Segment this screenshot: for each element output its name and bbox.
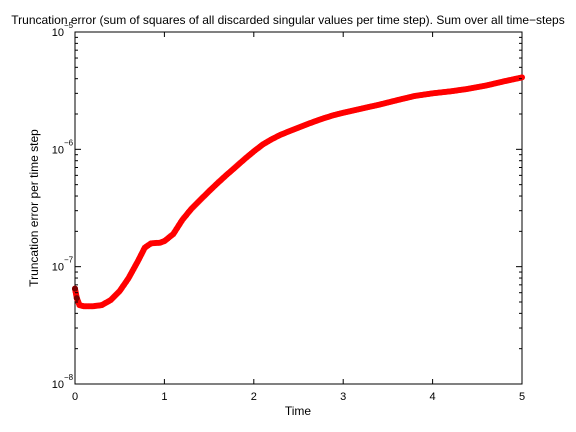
y-tick-label: 10 — [52, 27, 64, 39]
x-axis: 0 1 2 3 4 5 — [72, 32, 525, 403]
chart-title: Truncation error (sum of squares of all … — [11, 13, 564, 27]
y-axis-label: Truncation error per time step — [27, 129, 41, 287]
y-axis: 10−810−710−610−5 — [52, 21, 522, 391]
x-axis-label: Time — [285, 404, 312, 418]
y-tick-exponent: −7 — [64, 256, 74, 265]
data-point-s1-0 — [72, 285, 78, 292]
y-tick-label: 10 — [52, 379, 64, 391]
y-tick-exponent: −8 — [64, 373, 74, 382]
x-tick-label: 0 — [72, 391, 78, 403]
x-tick-label: 4 — [430, 391, 436, 403]
x-tick-label: 1 — [161, 391, 167, 403]
plot-area — [74, 31, 523, 385]
y-tick-label: 10 — [52, 262, 64, 274]
y-tick-exponent: −6 — [64, 138, 74, 147]
data-point-s0-43 — [519, 74, 525, 81]
data-point-s1-1 — [73, 295, 80, 302]
x-tick-label: 2 — [251, 391, 257, 403]
x-tick-label: 5 — [519, 391, 525, 403]
y-tick-label: 10 — [52, 144, 64, 156]
y-tick-exponent: −5 — [64, 21, 74, 30]
data-marks — [72, 74, 525, 310]
x-tick-label: 3 — [340, 391, 346, 403]
